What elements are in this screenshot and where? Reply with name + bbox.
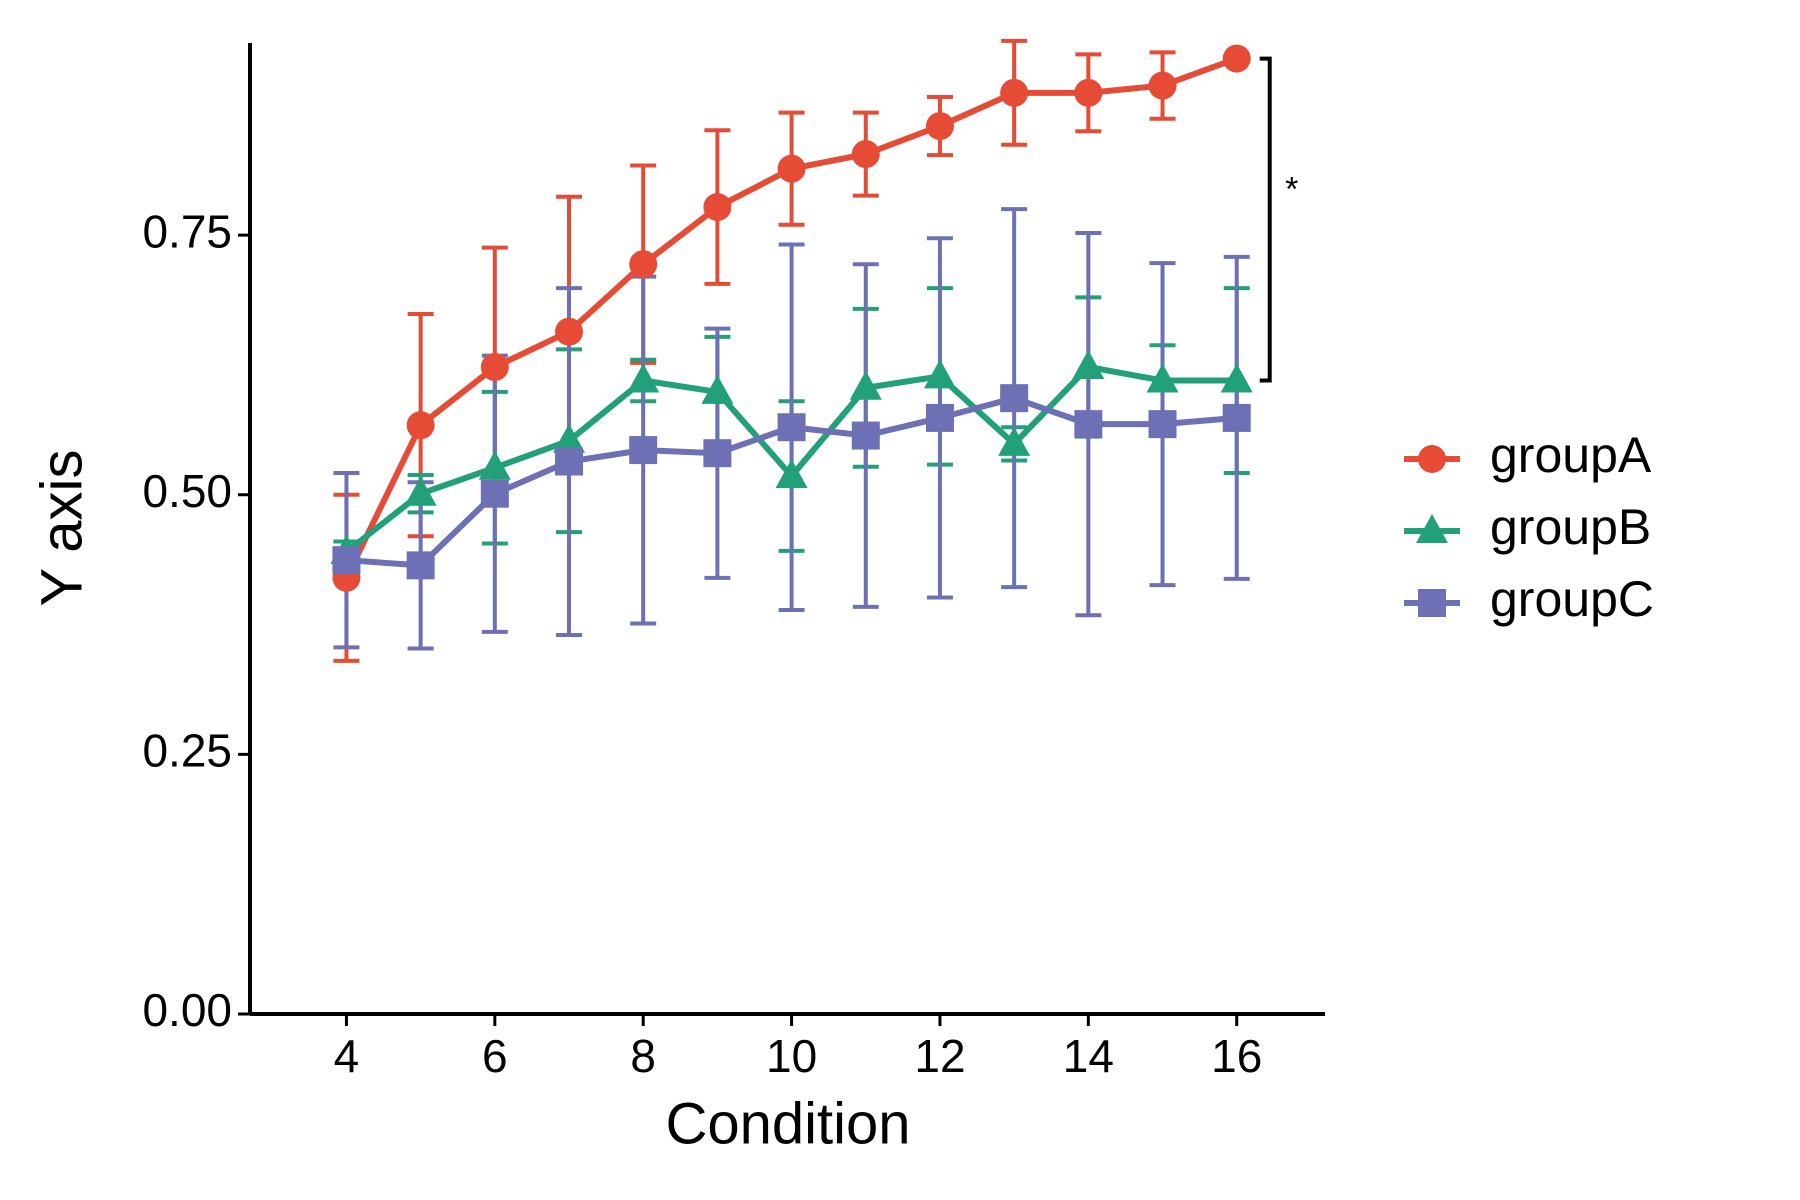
significance-label: *: [1285, 171, 1298, 209]
x-tick-label: 14: [1063, 1030, 1114, 1082]
point: [406, 411, 435, 440]
point: [1000, 384, 1029, 413]
x-tick-label: 16: [1211, 1030, 1262, 1082]
point: [1220, 363, 1253, 393]
point: [777, 413, 806, 442]
legend-label: groupA: [1490, 427, 1652, 483]
point: [629, 436, 658, 465]
legend-label: groupC: [1490, 571, 1654, 627]
point: [332, 546, 361, 575]
x-tick-label: 8: [630, 1030, 656, 1082]
point: [703, 439, 732, 468]
point: [1074, 78, 1103, 107]
point: [478, 450, 511, 480]
legend-marker: [1416, 514, 1448, 543]
point: [925, 403, 954, 432]
point: [777, 154, 806, 183]
point: [1148, 71, 1177, 100]
y-tick-label: 0.75: [142, 205, 232, 257]
legend-marker: [1418, 589, 1446, 617]
y-axis-title: Y axis: [29, 450, 94, 607]
point: [925, 112, 954, 141]
point: [480, 479, 509, 508]
point: [1148, 410, 1177, 439]
point: [1074, 410, 1103, 439]
point: [1072, 350, 1105, 380]
point: [1222, 403, 1251, 432]
point: [775, 459, 808, 489]
x-tick-label: 6: [482, 1030, 508, 1082]
y-tick-label: 0.25: [142, 725, 232, 777]
point: [480, 353, 509, 382]
point: [1222, 44, 1251, 73]
legend-label: groupB: [1490, 499, 1651, 555]
point: [849, 370, 882, 400]
point: [629, 250, 658, 279]
point: [555, 317, 584, 346]
x-tick-label: 4: [334, 1030, 360, 1082]
point: [406, 551, 435, 580]
point: [923, 359, 956, 389]
point: [703, 193, 732, 222]
point: [851, 140, 880, 169]
x-tick-label: 10: [766, 1030, 817, 1082]
point: [998, 426, 1031, 456]
point: [701, 374, 734, 404]
point: [1000, 78, 1029, 107]
x-tick-label: 12: [914, 1030, 965, 1082]
legend-marker: [1418, 445, 1446, 473]
significance-bracket: [1259, 56, 1272, 383]
x-axis-title: Condition: [665, 1091, 910, 1156]
point: [404, 476, 437, 506]
point: [1146, 363, 1179, 393]
point: [553, 423, 586, 453]
point: [851, 421, 880, 450]
y-tick-label: 0.50: [142, 465, 232, 517]
point: [555, 447, 584, 476]
y-tick-label: 0.00: [142, 984, 232, 1036]
point: [627, 363, 660, 393]
